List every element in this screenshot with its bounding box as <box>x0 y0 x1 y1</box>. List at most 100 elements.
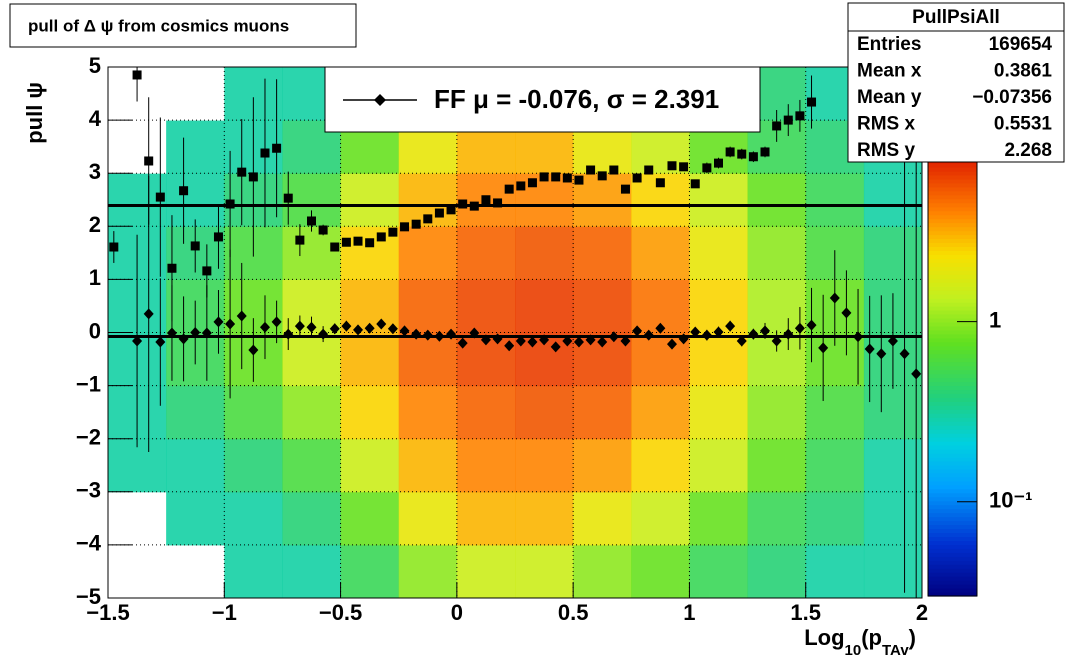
heat-cell <box>224 385 283 440</box>
diamond-marker <box>318 328 329 340</box>
heat-cell <box>398 226 458 280</box>
diamond-marker <box>422 329 433 341</box>
heat-cell <box>282 332 342 387</box>
color-bar-step <box>928 309 977 315</box>
square-marker <box>609 165 619 175</box>
color-bar-step <box>928 385 977 391</box>
square-marker <box>504 184 514 194</box>
heat-cell <box>456 544 516 598</box>
diamond-marker <box>713 326 724 338</box>
square-marker <box>237 167 247 177</box>
diamond-marker <box>469 327 480 339</box>
color-bar-step <box>928 532 977 538</box>
diamond-marker <box>748 328 759 340</box>
heat-cell <box>863 226 922 280</box>
square-marker <box>620 184 630 194</box>
diamond-marker <box>736 335 747 347</box>
color-bar-step <box>928 302 977 307</box>
square-marker <box>586 165 596 175</box>
color-bar-step <box>928 170 977 176</box>
color-bar-step <box>928 210 977 216</box>
axes: −1.5 −1 −0.5 0 0.5 1 1.5 2 −5 −4 −3 −2 −1 0 1 2 3 4 5 <box>76 53 928 625</box>
color-bar-step <box>928 186 977 192</box>
square-marker <box>737 149 747 159</box>
heat-cell <box>747 385 807 440</box>
square-marker <box>527 178 537 188</box>
square-marker <box>795 111 805 121</box>
color-bar-step <box>928 190 977 196</box>
diamond-marker <box>887 335 898 347</box>
stats-frame <box>847 2 1065 163</box>
color-bar-step <box>928 214 977 220</box>
color-bar-step <box>928 242 977 247</box>
heat-cell <box>456 438 516 493</box>
color-bar-step <box>928 560 977 565</box>
square-marker <box>295 235 305 245</box>
stats-label: Mean x <box>857 61 922 82</box>
color-bar-step <box>928 464 977 470</box>
heat-cell <box>108 544 167 598</box>
heat-cell <box>805 438 865 493</box>
color-bar-step <box>928 353 977 359</box>
stats-label: RMS x <box>857 114 916 135</box>
color-bar-step <box>928 166 977 172</box>
heat-cell <box>224 544 283 598</box>
square-marker <box>260 148 270 158</box>
color-bar-step <box>928 389 977 394</box>
heat-cell <box>340 544 400 598</box>
heat-cell <box>747 544 807 598</box>
color-bar-step <box>928 504 977 510</box>
heat-cell <box>515 544 574 598</box>
diamond-marker <box>155 336 166 348</box>
heat-cell <box>805 385 865 440</box>
diamond-marker <box>597 336 608 348</box>
heat-cell <box>515 279 574 333</box>
stats-value: 0.3861 <box>994 61 1053 82</box>
square-marker <box>632 173 642 183</box>
square-marker <box>400 222 410 232</box>
color-bar-step <box>928 397 977 402</box>
color-bar-step <box>928 576 977 581</box>
y-tick-label: 3 <box>89 159 101 184</box>
x-label-part: Log <box>804 625 844 650</box>
heat-cell <box>340 385 400 440</box>
stats-value: 2.268 <box>1004 140 1052 161</box>
heat-cell <box>398 544 458 598</box>
square-marker <box>365 238 375 248</box>
square-marker <box>667 161 677 171</box>
color-bar-step <box>928 445 977 450</box>
diamond-marker <box>760 325 771 337</box>
color-bar-step <box>928 278 977 283</box>
square-marker <box>458 199 468 209</box>
color-bar-step <box>928 182 977 188</box>
heat-cell <box>166 67 225 121</box>
heat-cell <box>689 544 749 598</box>
heat-cell <box>747 173 807 227</box>
color-bar-step <box>928 433 977 438</box>
heat-cell <box>689 385 749 440</box>
color-bar-step <box>928 472 977 478</box>
x-tick-label: −1.5 <box>86 600 129 625</box>
legend-marker <box>374 94 386 106</box>
color-bar-step <box>928 294 977 299</box>
diamond-marker <box>480 334 491 346</box>
color-bar-step <box>928 540 977 545</box>
z-tick-label: 10⁻¹ <box>989 488 1032 513</box>
color-bar-step <box>928 405 977 410</box>
color-bar-step <box>928 544 977 549</box>
diamond-marker <box>643 329 654 341</box>
color-bar-step <box>928 516 977 522</box>
x-tick-label: 1.5 <box>790 600 821 625</box>
diamond-marker <box>632 325 643 337</box>
diamond-marker <box>201 327 212 339</box>
x-tick-label: 1 <box>683 600 695 625</box>
heat-cell <box>166 173 225 227</box>
color-bar-step <box>928 500 977 506</box>
heat-cell <box>747 279 807 333</box>
legend-text: FF μ = -0.076, σ = 2.391 <box>434 84 719 114</box>
y-tick-label: 0 <box>89 318 101 343</box>
color-bar-step <box>928 528 977 534</box>
stats-title: PullPsiAll <box>912 7 1000 28</box>
color-bar-step <box>928 409 977 414</box>
